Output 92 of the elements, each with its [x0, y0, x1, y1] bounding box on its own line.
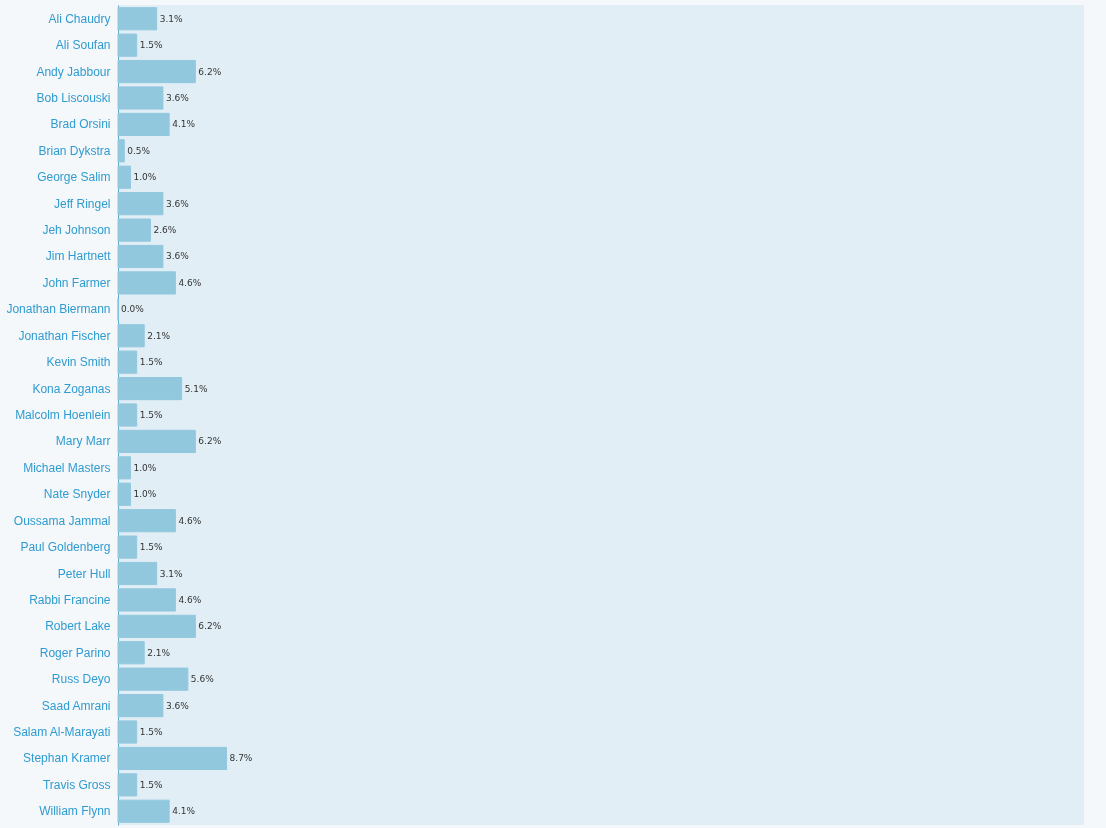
data-label: 4.6% [178, 594, 202, 605]
data-label: 1.5% [139, 40, 164, 51]
bar [117, 799, 170, 823]
data-label: 1.5% [139, 779, 164, 790]
data-label: 3.1% [159, 568, 183, 579]
bar [117, 86, 164, 110]
bar [117, 376, 183, 401]
y-tick-label: Nate Snyder [43, 487, 111, 502]
bar [117, 694, 164, 718]
data-label: 1.0% [133, 172, 157, 183]
data-label: 1.5% [139, 727, 164, 738]
y-tick-label: Roger Parino [39, 645, 111, 660]
data-label: 6.2% [198, 436, 222, 447]
y-tick-label: Travis Gross [42, 777, 111, 792]
bar [117, 403, 138, 427]
bar [117, 429, 196, 454]
data-label: 6.2% [198, 621, 222, 632]
bar [117, 614, 196, 638]
y-tick-label: William Flynn [39, 804, 111, 819]
bar [117, 509, 176, 533]
y-tick-label: Peter Hull [57, 566, 111, 581]
data-label: 1.0% [133, 489, 157, 500]
bar [117, 139, 125, 163]
bar [117, 746, 228, 771]
bar [117, 588, 176, 612]
data-label: 4.6% [178, 515, 202, 526]
bar [117, 244, 164, 269]
y-tick-label: Russ Deyo [51, 672, 111, 687]
data-label: 2.1% [147, 330, 171, 341]
y-tick-label: Kona Zoganas [32, 381, 111, 396]
bar [117, 350, 138, 374]
bar [117, 535, 138, 559]
data-label: 0.0% [121, 304, 145, 315]
data-label: 1.5% [139, 357, 164, 368]
y-tick-label: Andy Jabbour [36, 64, 111, 79]
y-tick-label: Brad Orsini [50, 117, 111, 132]
data-label: 4.1% [172, 806, 196, 817]
y-tick-label: Bob Liscouski [36, 90, 111, 105]
bar [117, 33, 138, 57]
data-label: 8.7% [229, 753, 253, 764]
bar [117, 482, 131, 506]
y-tick-label: Jonathan Fischer [18, 328, 111, 343]
y-tick-label: Jeh Johnson [42, 223, 111, 238]
data-label: 0.5% [127, 145, 151, 156]
data-label: 5.1% [184, 383, 208, 394]
bar [117, 720, 138, 744]
y-tick-label: Mary Marr [55, 434, 111, 449]
bar [117, 59, 196, 84]
bar [117, 112, 170, 136]
y-tick-label: Jeff Ringel [54, 196, 111, 211]
data-label: 3.6% [165, 700, 190, 711]
y-tick-label: Paul Goldenberg [20, 540, 111, 555]
data-label: 1.0% [133, 462, 157, 473]
data-label: 6.2% [198, 66, 222, 77]
y-tick-label: Malcolm Hoenlein [15, 408, 111, 422]
data-label: 4.6% [178, 277, 202, 288]
data-label: 1.5% [139, 542, 164, 553]
bar [117, 561, 158, 586]
y-tick-label: Robert Lake [45, 619, 111, 634]
bar [117, 165, 131, 189]
data-label: 3.1% [159, 13, 183, 24]
data-label: 3.6% [165, 251, 190, 262]
y-tick-label: Michael Masters [23, 460, 111, 475]
y-tick-label: Ali Chaudry [48, 11, 111, 26]
bar [117, 667, 189, 691]
y-tick-label: Oussama Jammal [13, 513, 111, 528]
bar [117, 271, 176, 295]
bar [117, 218, 151, 242]
data-label: 3.6% [165, 92, 190, 103]
y-tick-label: Brian Dykstra [38, 143, 111, 158]
data-label: 1.5% [139, 410, 164, 420]
y-tick-label: Stephan Kramer [23, 751, 111, 766]
bar [117, 192, 164, 216]
y-tick-label: Jonathan Biermann [6, 302, 111, 317]
y-tick-label: Ali Soufan [55, 38, 111, 53]
data-label: 5.6% [190, 674, 215, 685]
data-label: 4.1% [172, 119, 196, 130]
data-label: 2.1% [147, 647, 171, 658]
y-tick-label: George Salim [37, 170, 111, 185]
data-label: 3.6% [165, 198, 190, 209]
bar [117, 456, 131, 480]
data-label: 2.6% [153, 225, 177, 236]
bar [117, 641, 145, 665]
y-tick-label: John Farmer [42, 275, 111, 290]
bar [117, 7, 158, 31]
y-tick-label: Saad Amrani [41, 698, 111, 713]
y-tick-label: Rabbi Francine [29, 592, 111, 607]
bar [117, 773, 138, 797]
bar [117, 324, 145, 348]
y-tick-label: Jim Hartnett [45, 249, 112, 264]
y-tick-label: Salam Al-Marayati [13, 725, 111, 740]
y-tick-label: Kevin Smith [46, 355, 111, 370]
